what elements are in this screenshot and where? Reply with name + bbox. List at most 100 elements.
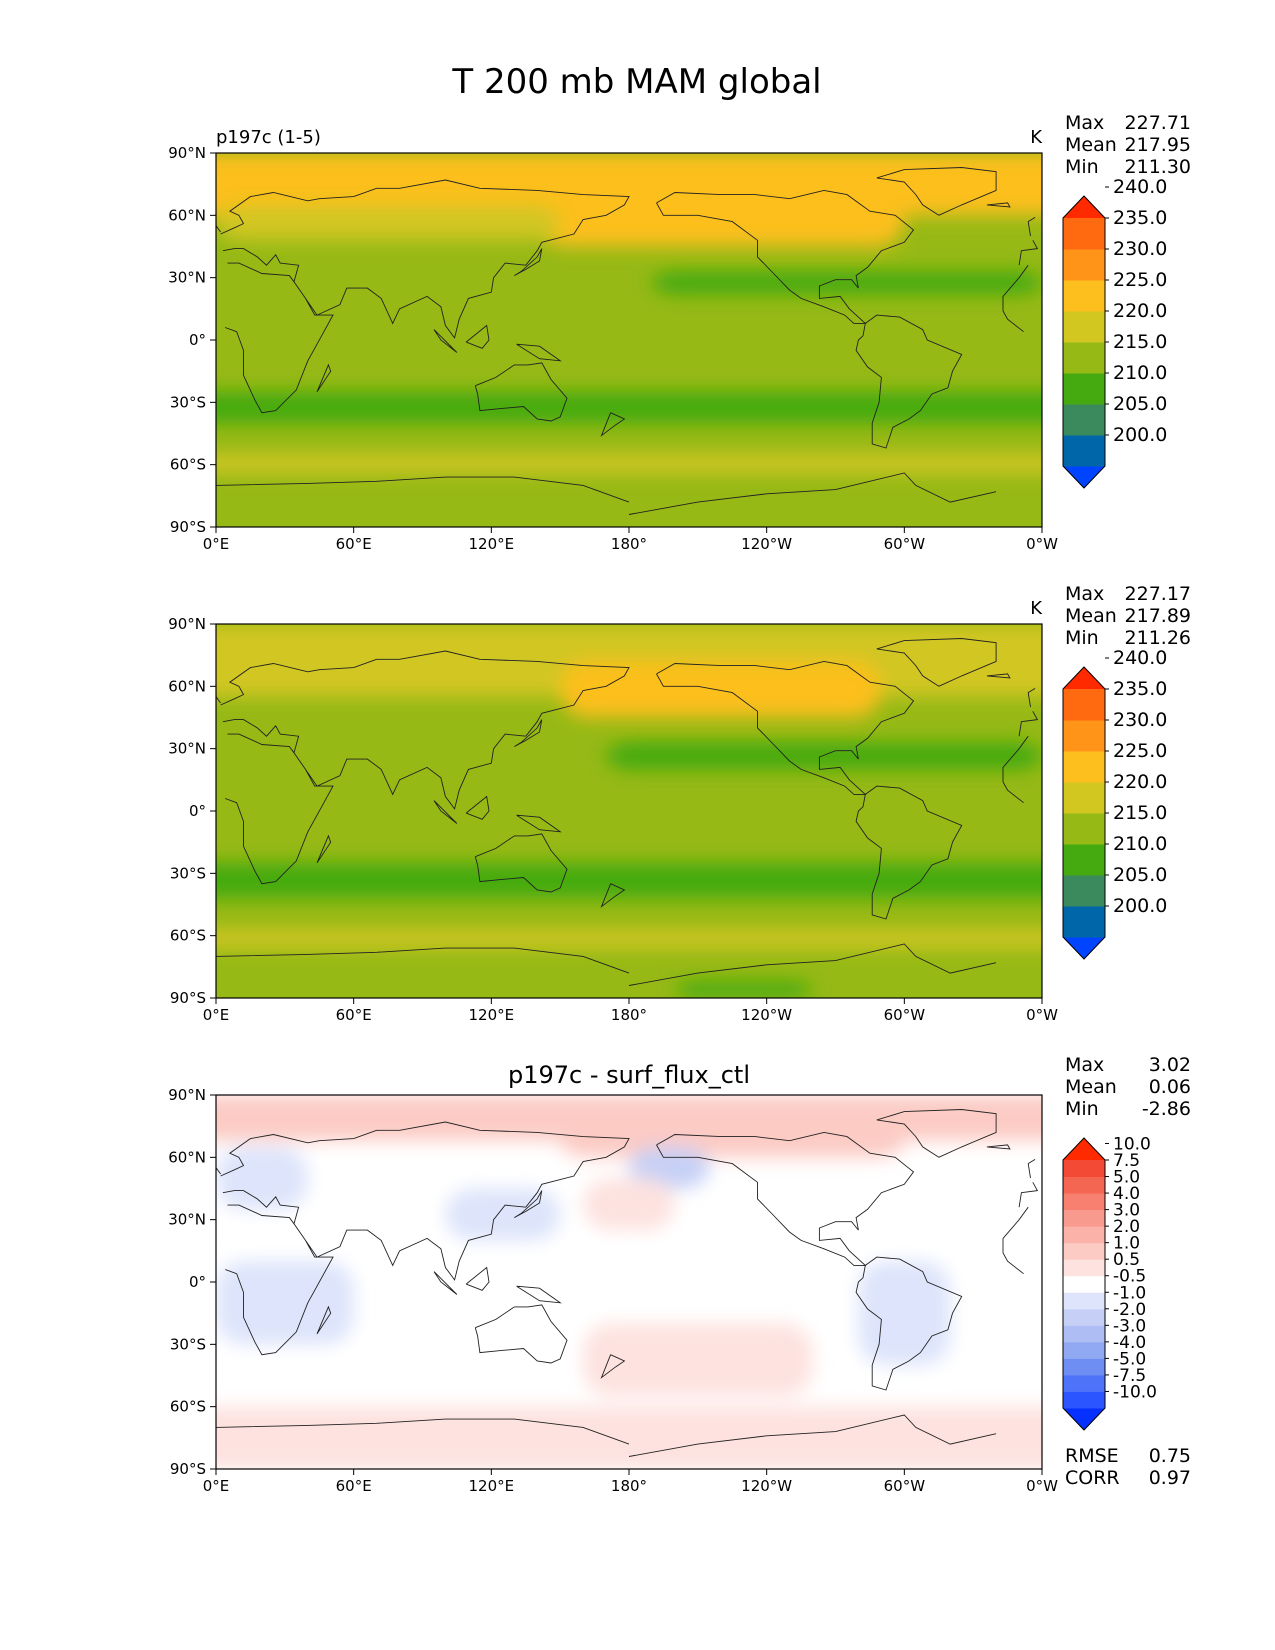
colorbar-segment	[1063, 1193, 1105, 1211]
region-north-pacific-warm	[537, 194, 905, 247]
colorbar-label: 220.0	[1113, 300, 1167, 322]
colorbar-label: 240.0	[1113, 176, 1167, 198]
colorbar-bottom-triangle	[1063, 1408, 1105, 1430]
stat-label: Max	[1065, 583, 1104, 605]
colorbar-label: 4.0	[1113, 1184, 1140, 1204]
lon-tick-label: 120°E	[469, 1477, 515, 1495]
region-south-pacific-warm	[583, 1323, 813, 1397]
colorbar-label: -7.5	[1113, 1366, 1146, 1386]
stat-label: Mean	[1065, 1076, 1117, 1098]
colorbar-label: 205.0	[1113, 864, 1167, 886]
region-north-subtropics-cool	[651, 271, 1042, 295]
colorbar: 200.0 205.0 210.0 215.0 220.0 225.0 230.0 235.0…	[1062, 176, 1167, 489]
footer-stat-value: 0.75	[1149, 1445, 1191, 1467]
colorbar-label: 230.0	[1113, 238, 1167, 260]
colorbar-label: 205.0	[1113, 393, 1167, 415]
colorbar-segment	[1063, 1209, 1105, 1227]
colorbar-label: 200.0	[1113, 895, 1167, 917]
lat-tick-label: 90°N	[168, 144, 206, 162]
region-europe-cool	[216, 1146, 308, 1210]
stat-value: 211.26	[1125, 627, 1191, 649]
lat-tick-label: 60°S	[170, 1398, 206, 1416]
colorbar-bottom-triangle	[1063, 466, 1105, 488]
colorbar-segment	[1063, 782, 1105, 814]
colorbar-label: 200.0	[1113, 424, 1167, 446]
lon-tick-label: 180°	[611, 535, 647, 553]
colorbar: 200.0 205.0 210.0 215.0 220.0 225.0 230.0 235.0…	[1062, 647, 1167, 960]
stat-value: 0.06	[1149, 1076, 1191, 1098]
colorbar-label: 240.0	[1113, 647, 1167, 669]
colorbar-segment	[1063, 280, 1105, 312]
colorbar-label: 215.0	[1113, 802, 1167, 824]
region-north-pacific-warm-band	[560, 1126, 905, 1158]
figure-title: T 200 mb MAM global	[451, 62, 821, 102]
stat-value: 217.95	[1125, 134, 1191, 156]
colorbar-segment	[1063, 1391, 1105, 1409]
colorbar-label: 235.0	[1113, 207, 1167, 229]
coastlines	[216, 638, 1039, 986]
colorbar-segment	[1063, 1358, 1105, 1376]
stat-value: 227.17	[1125, 583, 1191, 605]
stat-value: 3.02	[1149, 1054, 1191, 1076]
lon-tick-label: 120°W	[741, 535, 792, 553]
lon-tick-label: 60°E	[336, 535, 372, 553]
colorbar-top-triangle	[1063, 196, 1105, 218]
region-antarctic-cool	[674, 981, 813, 998]
region-central-pacific-warm	[583, 1178, 675, 1231]
coastlines	[216, 1109, 1039, 1457]
panel-3: 0°E 60°E 120°E 180° 120°W 60°W 0°W 90°N 60°N 30°N…	[168, 1054, 1191, 1495]
colorbar-label: 7.5	[1113, 1151, 1140, 1171]
colorbar-segment	[1063, 311, 1105, 343]
colorbar-label: 225.0	[1113, 740, 1167, 762]
colorbar-label: 3.0	[1113, 1201, 1140, 1221]
colorbar-segment	[1063, 689, 1105, 721]
stat-value: -2.86	[1142, 1098, 1191, 1120]
lat-tick-label: 30°N	[168, 269, 206, 287]
stat-label: Min	[1065, 156, 1099, 178]
colorbar-segment	[1063, 813, 1105, 845]
colorbar-segment	[1063, 751, 1105, 783]
lon-tick-label: 0°W	[1026, 1006, 1058, 1024]
lon-tick-label: 0°E	[203, 1477, 230, 1495]
map-field	[216, 624, 1042, 998]
panels: 0°E 60°E 120°E 180° 120°W 60°W 0°W 90°N 60°N 30°N…	[168, 112, 1191, 1495]
panel-left-label: p197c (1-5)	[216, 127, 321, 148]
colorbar-label: -5.0	[1113, 1349, 1146, 1369]
colorbar-segment	[1063, 1292, 1105, 1310]
colorbar-segment	[1063, 249, 1105, 281]
colorbar-segment	[1063, 404, 1105, 436]
panel-units: K	[1030, 127, 1043, 148]
lat-tick-label: 90°S	[170, 1460, 206, 1478]
lat-tick-label: 90°S	[170, 989, 206, 1007]
stat-label: Mean	[1065, 134, 1117, 156]
lon-tick-label: 180°	[611, 1477, 647, 1495]
colorbar-segment	[1063, 218, 1105, 250]
panel-1: 0°E 60°E 120°E 180° 120°W 60°W 0°W 90°N 60°N 30°N…	[168, 112, 1191, 553]
lat-tick-label: 60°N	[168, 1148, 206, 1166]
panel-title: p197c - surf_flux_ctl	[508, 1061, 750, 1089]
colorbar-label: -10.0	[1113, 1382, 1157, 1402]
colorbar-top-triangle	[1063, 1138, 1105, 1160]
colorbar-segment	[1063, 373, 1105, 405]
stat-label: Max	[1065, 1054, 1104, 1076]
region-eurasia-transition	[216, 204, 561, 241]
colorbar-segment	[1063, 1325, 1105, 1343]
region-south-subtropics-cool	[216, 862, 1042, 899]
map-field	[216, 153, 1042, 527]
colorbar-label: -0.5	[1113, 1267, 1146, 1287]
colorbar-label: 2.0	[1113, 1217, 1140, 1237]
lon-tick-label: 0°W	[1026, 1477, 1058, 1495]
lat-tick-label: 0°	[189, 331, 206, 349]
stat-label: Min	[1065, 1098, 1099, 1120]
colorbar-label: 215.0	[1113, 331, 1167, 353]
colorbar-segment	[1063, 1176, 1105, 1194]
colorbar-segment	[1063, 342, 1105, 374]
region-southern-ocean-warm	[216, 929, 1042, 949]
lat-tick-label: 30°S	[170, 864, 206, 882]
colorbar-segment	[1063, 720, 1105, 752]
lat-tick-label: 60°S	[170, 927, 206, 945]
lat-tick-label: 90°N	[168, 615, 206, 633]
lon-tick-label: 120°W	[741, 1006, 792, 1024]
region-southern-ocean-warm	[216, 454, 1042, 473]
